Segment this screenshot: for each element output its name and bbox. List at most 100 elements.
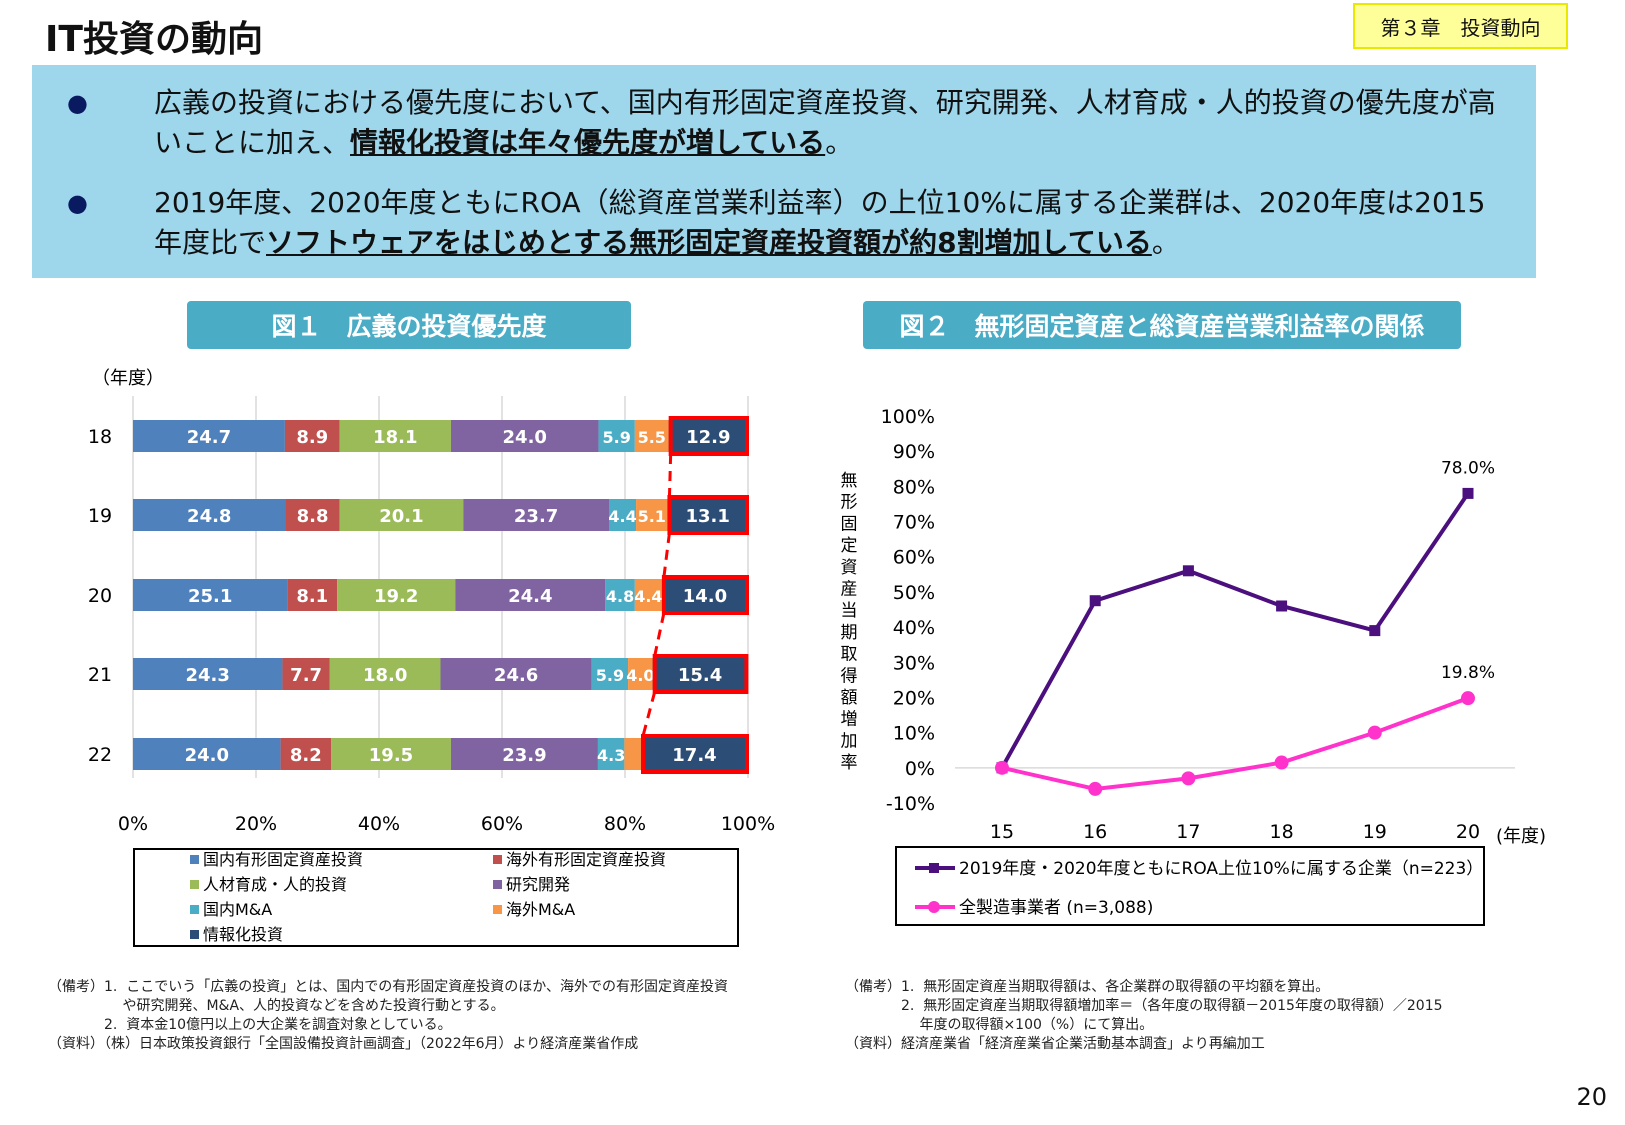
bar-data-label: 5.9 [603, 428, 631, 447]
legend-label: 情報化投資 [203, 925, 283, 944]
trend-dashed-line [641, 691, 657, 737]
bar-data-label: 12.9 [686, 427, 730, 448]
bar-segment [624, 738, 641, 770]
y-axis-label-char: 期 [841, 623, 858, 643]
legend-swatch [493, 855, 502, 864]
y-tick-label: 20% [893, 687, 935, 709]
highlight-box [667, 495, 749, 535]
y-axis-label-char: 固 [841, 514, 858, 534]
bar-segment [634, 579, 662, 611]
series-line [1000, 492, 1470, 769]
y-tick-label: 100% [881, 406, 935, 428]
bar-data-label: 5.1 [638, 507, 666, 526]
bar-segment [463, 499, 610, 531]
y-tick-label: 18 [88, 426, 112, 448]
y-axis-label-char: 産 [841, 580, 858, 600]
y-tick-label: 20 [88, 585, 112, 607]
y-tick-label: 40% [893, 617, 935, 639]
bar-data-label: 19.2 [374, 586, 418, 607]
bar-data-label: 7.7 [290, 665, 322, 686]
highlight-box [640, 734, 749, 774]
trend-dashed-line [662, 532, 671, 578]
bar-segment [652, 658, 748, 690]
y-axis-label-char: 得 [841, 666, 858, 686]
bar-data-label: 17.4 [672, 745, 716, 766]
trend-dashed-line [653, 612, 666, 657]
bar-segment [661, 579, 748, 611]
bar-segment [640, 738, 748, 770]
legend-swatch [190, 855, 199, 864]
bar-segment [636, 499, 668, 531]
summary-banner: ● 広義の投資における優先度において、国内有形固定資産投資、研究開発、人材育成・… [32, 65, 1536, 278]
bar-segment [339, 420, 451, 452]
y-axis-label-char: 形 [841, 493, 858, 513]
bar-segment [634, 420, 669, 452]
summary-bullet: ● 2019年度、2020年度ともにROA（総資産営業利益率）の上位10%に属す… [67, 183, 1507, 263]
bullet-text: 2019年度、2020年度ともにROA（総資産営業利益率）の上位10%に属する企… [154, 186, 1486, 259]
page-number: 20 [1576, 1083, 1607, 1111]
x-tick-label: 0% [118, 813, 148, 835]
y-tick-label: 21 [88, 664, 112, 686]
y-tick-label: 90% [893, 441, 935, 463]
bar-segment [455, 579, 606, 611]
legend-box [133, 848, 739, 947]
y-tick-label: 60% [893, 547, 935, 569]
bar-data-label: 24.4 [508, 586, 552, 607]
x-tick-label: 15 [990, 821, 1014, 843]
highlight-box [668, 416, 749, 456]
bar-data-label: 8.8 [297, 506, 329, 527]
bar-data-label: 18.0 [363, 665, 407, 686]
x-tick-label: 16 [1083, 821, 1107, 843]
data-point-square [1182, 565, 1194, 577]
bar-segment [329, 658, 441, 690]
x-tick-label: 20 [1456, 821, 1480, 843]
bar-data-label: 8.9 [296, 427, 328, 448]
bullet-dot-icon: ● [67, 189, 88, 217]
data-point-circle [1181, 771, 1196, 786]
bar-data-label: 23.9 [502, 745, 546, 766]
legend-label: 全製造事業者 (n=3,088) [959, 898, 1153, 918]
bar-data-label: 23.7 [514, 506, 558, 527]
bar-data-label: 15.4 [678, 665, 722, 686]
data-point-circle [1367, 725, 1382, 740]
bar-data-label: 4.4 [634, 587, 662, 606]
y-tick-label: 0% [905, 758, 935, 780]
y-axis-label-char: 当 [841, 601, 858, 621]
bar-segment [285, 499, 340, 531]
y-tick-label: 10% [893, 723, 935, 745]
bar-data-label: 24.0 [185, 745, 229, 766]
legend-swatch [493, 905, 502, 914]
bar-chart: （年度） 0% 20% 40% 60% 80% 100% 18 24.7 8.9 18.1 24.0 5… [88, 368, 775, 947]
bar-data-label: 4.4 [608, 507, 636, 526]
legend-swatch [190, 930, 199, 939]
bar-segment [440, 658, 592, 690]
bar-segment [280, 738, 332, 770]
x-tick-label: 19 [1363, 821, 1387, 843]
data-label: 19.8% [1441, 663, 1495, 683]
y-axis-label-char: 加 [841, 731, 858, 751]
legend-swatch [493, 880, 502, 889]
bar-segment [628, 658, 653, 690]
bar-data-label: 4.0 [626, 666, 654, 685]
highlight-box [661, 575, 750, 615]
legend-label: 研究開発 [506, 875, 570, 894]
x-tick-label: 18 [1270, 821, 1294, 843]
y-axis-label-char: 額 [841, 688, 858, 708]
bar-segment [133, 579, 288, 611]
data-label: 78.0% [1441, 458, 1495, 478]
y-axis-label-char: 率 [841, 753, 858, 773]
legend-label: 海外M&A [506, 900, 575, 919]
bar-data-label: 4.8 [606, 587, 634, 606]
data-point-circle [995, 760, 1009, 775]
bar-data-label: 24.0 [503, 427, 547, 448]
y-tick-label: 30% [893, 652, 935, 674]
figure2-title: 図２ 無形固定資産と総資産営業利益率の関係 [863, 301, 1461, 349]
bar-segment [287, 579, 338, 611]
y-tick-label: -10% [886, 793, 935, 815]
bar-segment [339, 499, 464, 531]
bar-data-label: 14.0 [683, 586, 727, 607]
bar-segment [591, 658, 629, 690]
bar-data-label: 24.6 [494, 665, 538, 686]
data-point-square [1462, 487, 1474, 499]
bar-segment [133, 658, 283, 690]
